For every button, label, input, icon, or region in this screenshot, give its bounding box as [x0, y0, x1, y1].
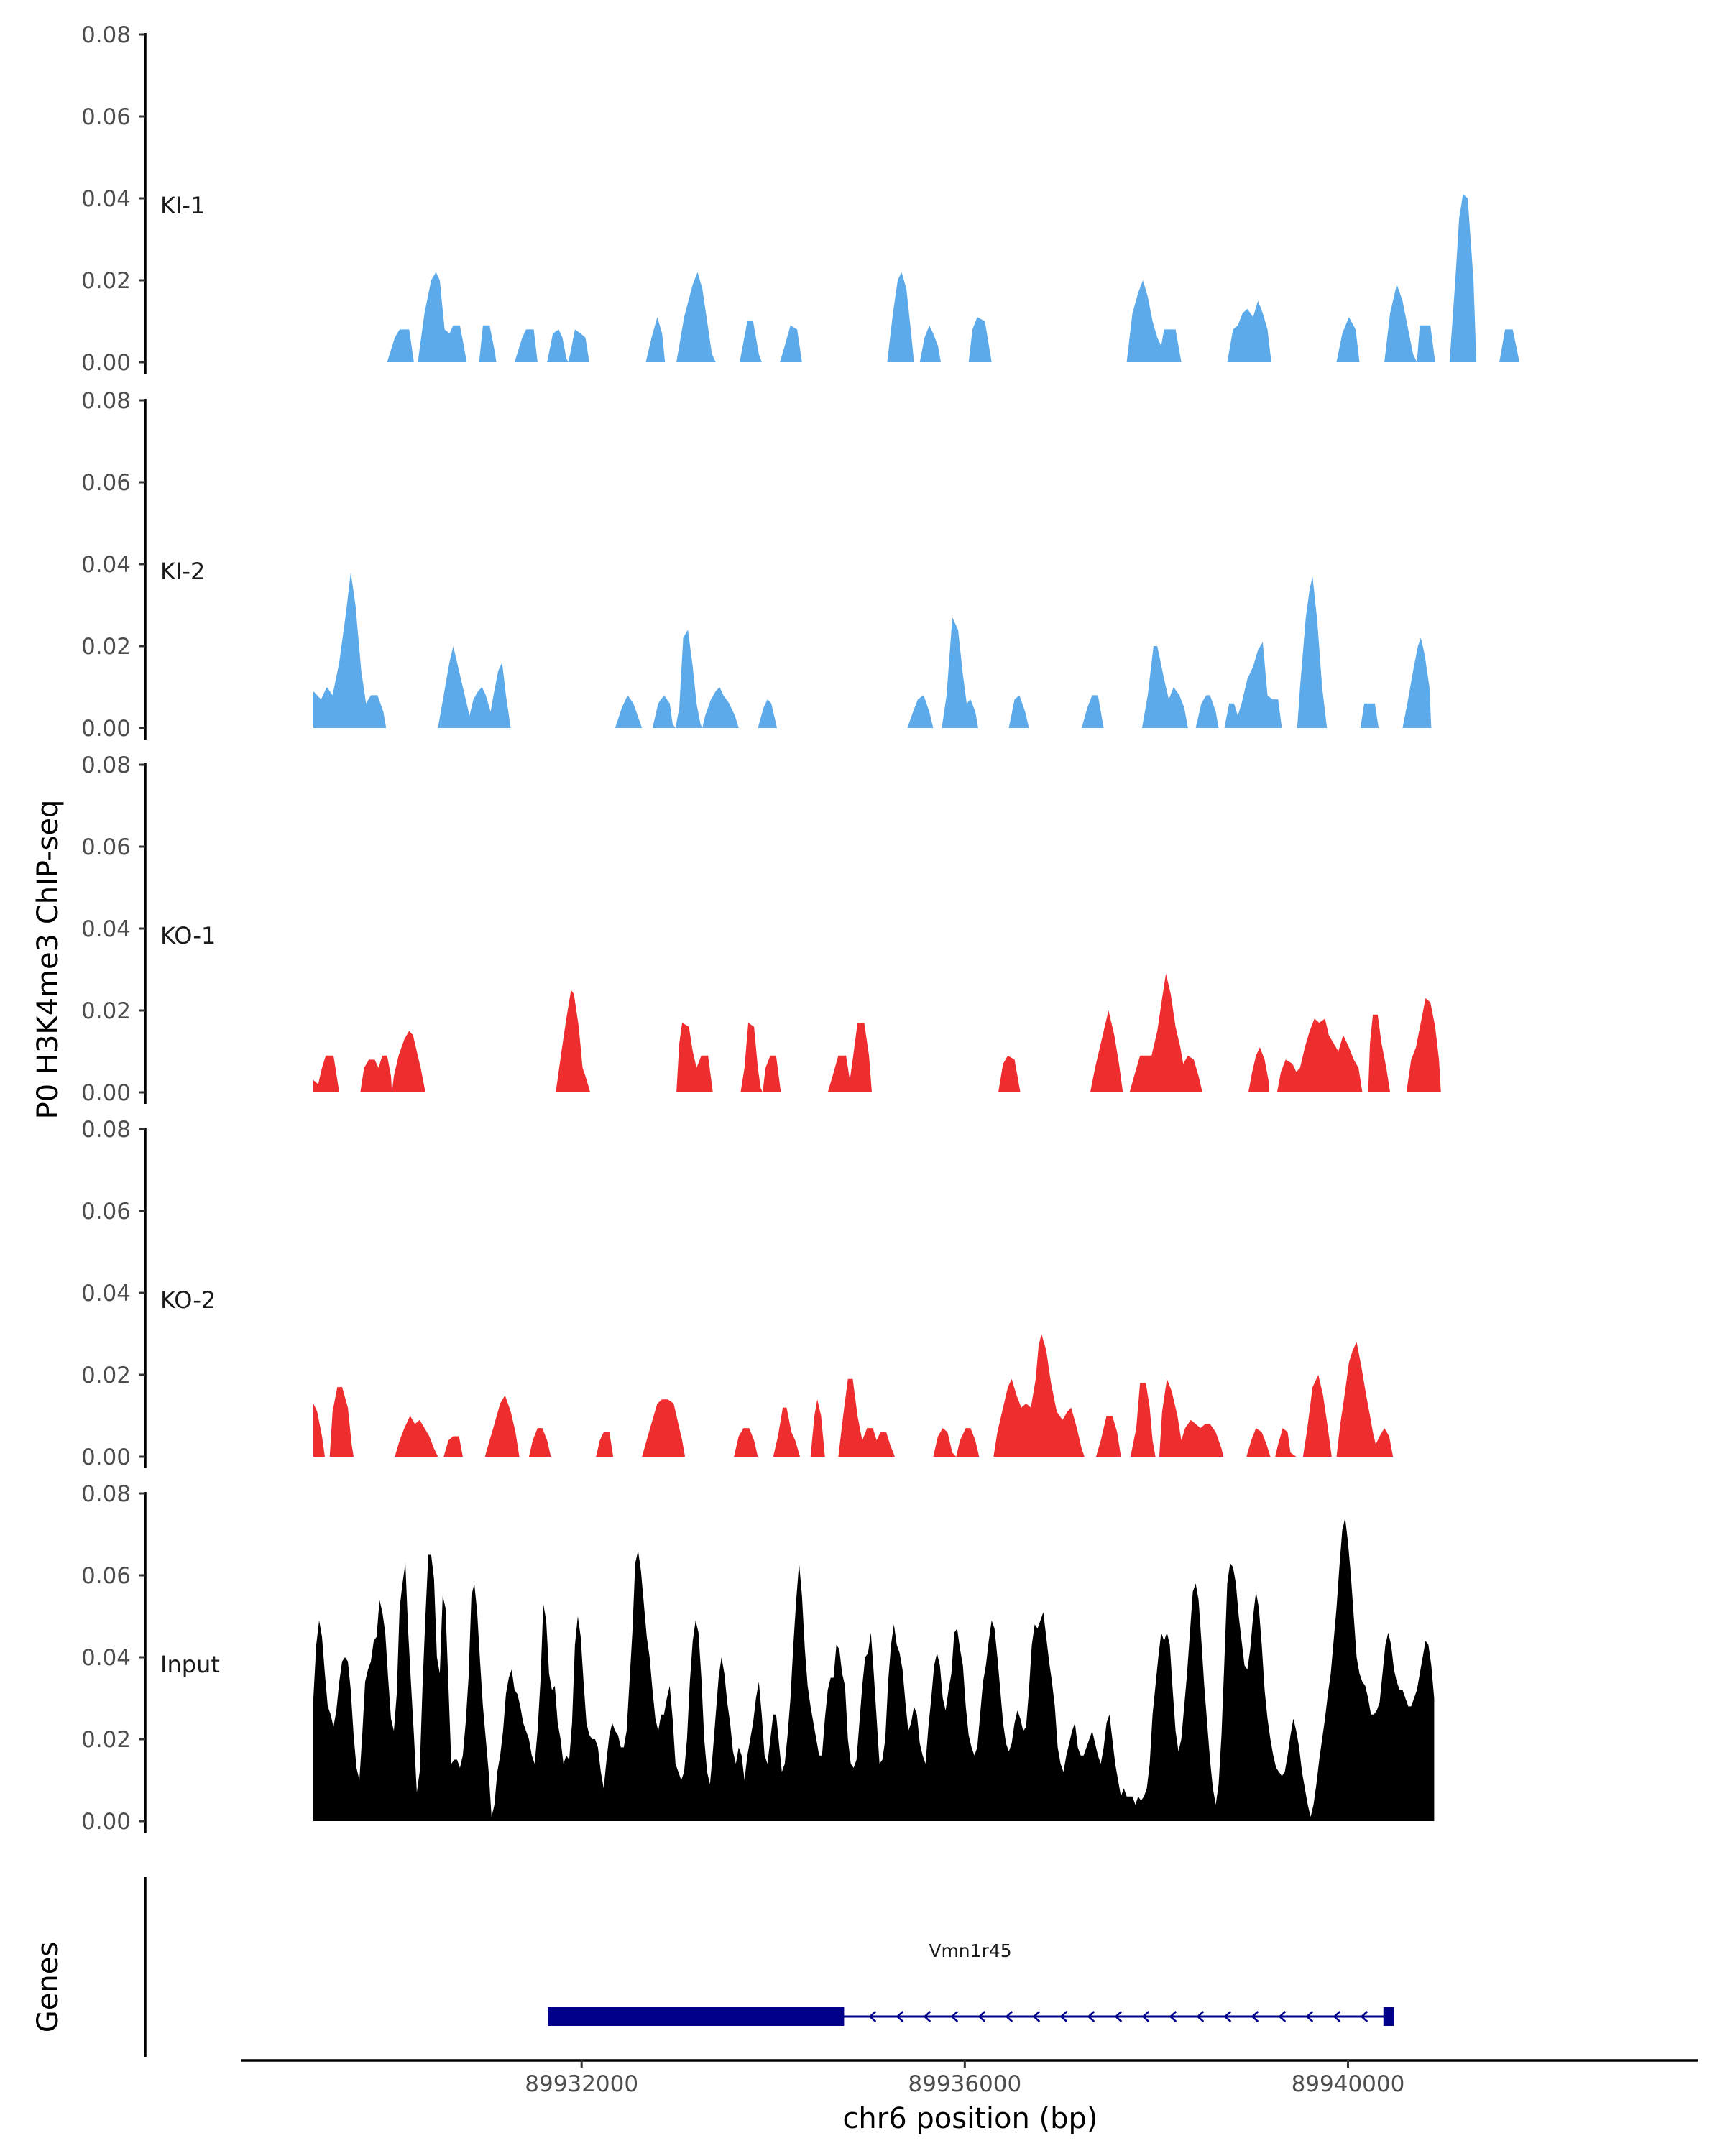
track-label-input: Input — [160, 1651, 220, 1678]
strand-arrow-6 — [1032, 2011, 1041, 2022]
x-axis-title: chr6 position (bp) — [842, 2102, 1098, 2135]
x-tick-label-1: 89936000 — [908, 2071, 1021, 2097]
y-tick-label-ko-2-4: 0.08 — [81, 1117, 131, 1143]
y-tick-label-ki-2-3: 0.06 — [81, 470, 131, 496]
y-tick-label-ko-2-1: 0.02 — [81, 1363, 131, 1388]
strand-arrow-16 — [1305, 2011, 1314, 2022]
x-tick-label-2: 89940000 — [1292, 2071, 1405, 2097]
y-tick-label-ki-1-0: 0.00 — [81, 350, 131, 376]
track-label-ko-1: KO-1 — [160, 922, 216, 949]
gene-vmn1r45: Vmn1r45 — [548, 1940, 1394, 2026]
signal-area-input — [313, 1518, 1435, 1821]
strand-arrow-13 — [1223, 2011, 1232, 2022]
strand-arrow-5 — [1005, 2011, 1013, 2022]
y-tick-label-input-1: 0.02 — [81, 1727, 131, 1753]
strand-arrow-12 — [1196, 2011, 1205, 2022]
gene-panel: Genes Vmn1r45 — [32, 1877, 1394, 2057]
track-ko-2: 0.00 0.02 0.04 0.06 0.08 KO-2 — [81, 1117, 1394, 1470]
strand-arrow-14 — [1251, 2011, 1259, 2022]
signal-area-ko-2 — [313, 1334, 1394, 1457]
x-tick-label-0: 89932000 — [525, 2071, 638, 2097]
y-tick-label-ki-1-3: 0.06 — [81, 104, 131, 130]
y-tick-label-ko-1-3: 0.06 — [81, 834, 131, 860]
y-axis-title: P0 H3K4me3 ChIP-seq — [32, 800, 65, 1120]
y-tick-label-ko-2-0: 0.00 — [81, 1445, 131, 1470]
y-tick-label-input-2: 0.04 — [81, 1645, 131, 1671]
y-tick-label-input-4: 0.08 — [81, 1481, 131, 1507]
strand-arrow-17 — [1333, 2011, 1341, 2022]
strand-arrow-8 — [1087, 2011, 1095, 2022]
track-ki-1: 0.00 0.02 0.04 0.06 0.08 KI-1 — [81, 22, 1520, 376]
gene-exon-1 — [1383, 2007, 1394, 2026]
y-tick-label-ko-1-1: 0.02 — [81, 998, 131, 1024]
strand-arrow-7 — [1059, 2011, 1068, 2022]
strand-arrow-2 — [923, 2011, 932, 2022]
strand-arrow-3 — [950, 2011, 959, 2022]
y-tick-label-ko-1-2: 0.04 — [81, 916, 131, 942]
x-axis: 89932000 89936000 89940000 — [242, 2059, 1698, 2097]
signal-tracks: 0.00 0.02 0.04 0.06 0.08 KI-1 0.00 0.02 0.04 0.06… — [81, 22, 1520, 1835]
y-tick-label-ki-1-4: 0.08 — [81, 22, 131, 48]
track-label-ki-2: KI-2 — [160, 558, 205, 585]
y-tick-label-ki-2-2: 0.04 — [81, 552, 131, 578]
signal-area-ki-2 — [313, 572, 1432, 728]
y-tick-label-ki-1-1: 0.02 — [81, 268, 131, 294]
track-label-ki-1: KI-1 — [160, 192, 205, 219]
y-tick-label-ko-2-2: 0.04 — [81, 1281, 131, 1307]
y-tick-label-ko-1-4: 0.08 — [81, 752, 131, 778]
signal-area-ko-1 — [313, 973, 1441, 1092]
strand-arrow-11 — [1169, 2011, 1177, 2022]
gene-panel-title: Genes — [32, 1942, 65, 2032]
strand-arrow-4 — [978, 2011, 986, 2022]
y-tick-label-ki-2-1: 0.02 — [81, 634, 131, 660]
track-label-ko-2: KO-2 — [160, 1286, 216, 1314]
y-tick-label-ko-2-3: 0.06 — [81, 1199, 131, 1225]
gene-exon-0 — [548, 2007, 845, 2026]
track-input: 0.00 0.02 0.04 0.06 0.08 Input — [81, 1481, 1435, 1835]
y-tick-label-ki-2-4: 0.08 — [81, 388, 131, 414]
y-tick-label-ki-1-2: 0.04 — [81, 186, 131, 212]
y-tick-label-ko-1-0: 0.00 — [81, 1080, 131, 1106]
track-ki-2: 0.00 0.02 0.04 0.06 0.08 KI-2 — [81, 388, 1432, 742]
y-tick-label-input-3: 0.06 — [81, 1563, 131, 1589]
strand-arrow-18 — [1360, 2011, 1368, 2022]
y-tick-label-ki-2-0: 0.00 — [81, 716, 131, 742]
strand-arrow-1 — [896, 2011, 904, 2022]
strand-arrow-9 — [1114, 2011, 1123, 2022]
track-ko-1: 0.00 0.02 0.04 0.06 0.08 KO-1 — [81, 752, 1441, 1106]
strand-arrow-15 — [1278, 2011, 1287, 2022]
y-tick-label-input-0: 0.00 — [81, 1809, 131, 1835]
strand-arrow-0 — [868, 2011, 877, 2022]
strand-arrow-10 — [1141, 2011, 1150, 2022]
gene-label-vmn1r45: Vmn1r45 — [929, 1940, 1011, 1961]
signal-area-ki-1 — [387, 194, 1520, 362]
